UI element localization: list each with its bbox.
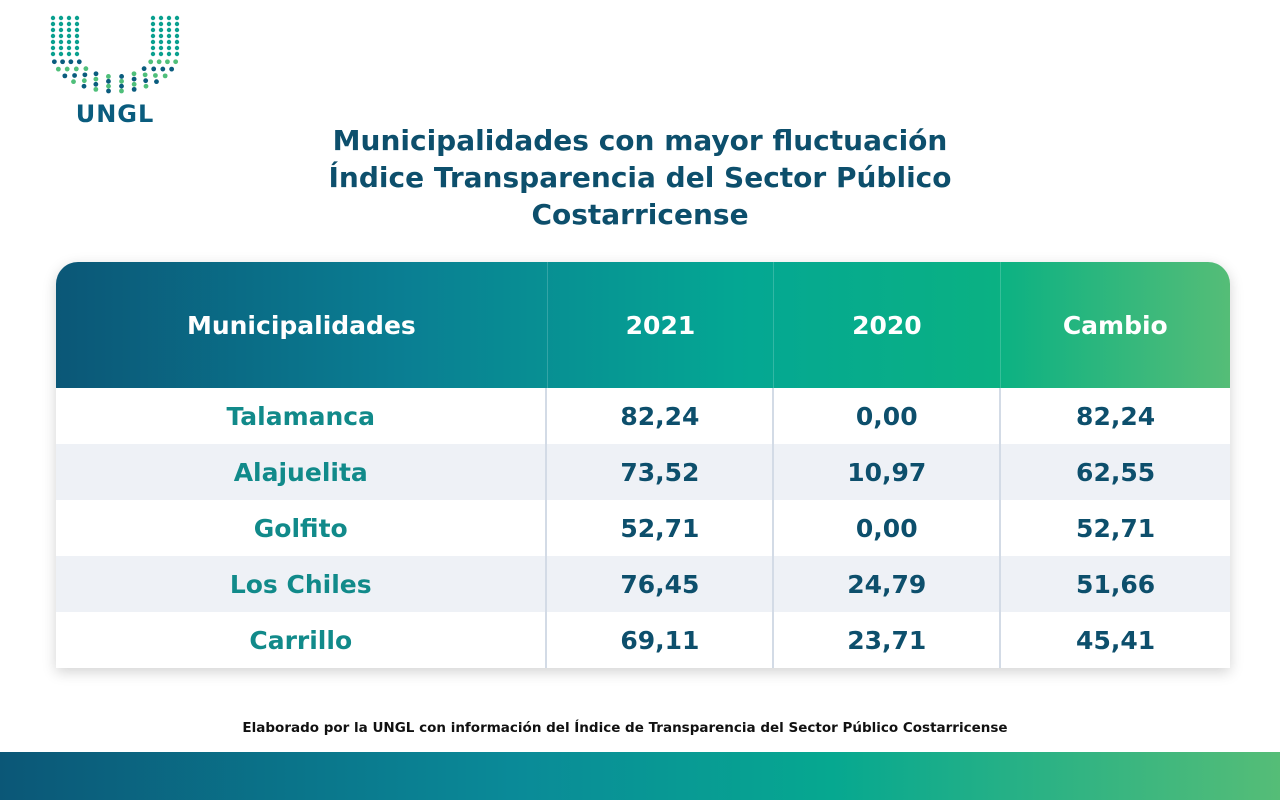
- header-2021: 2021: [548, 262, 775, 388]
- table-row: Carrillo 69,11 23,71 45,41: [56, 612, 1230, 668]
- cell-2021: 76,45: [547, 556, 775, 612]
- title-line-1: Municipalidades con mayor fluctuación: [332, 124, 948, 157]
- header-cambio: Cambio: [1062, 310, 1168, 340]
- source-footnote: Elaborado por la UNGL con información de…: [242, 720, 1008, 736]
- table-row: Talamanca 82,24 0,00 82,24: [56, 388, 1230, 444]
- header-2020: 2020: [774, 262, 1001, 388]
- cell-municipality: Los Chiles: [56, 556, 548, 612]
- footer-gradient-bar: [0, 752, 1280, 800]
- title-line-3: Costarricense: [531, 198, 749, 231]
- page-title: Municipalidades con mayor fluctuación Ín…: [140, 122, 1140, 233]
- logo-text: UNGL: [75, 100, 155, 128]
- cell-municipality: Carrillo: [56, 612, 548, 668]
- cell-2021: 52,71: [547, 500, 775, 556]
- ungl-logo: UNGL: [50, 14, 180, 128]
- cell-cambio: 45,41: [1076, 625, 1156, 655]
- logo-dots-icon: [50, 15, 180, 94]
- cell-2020: 10,97: [774, 444, 1002, 500]
- cell-2020: 0,00: [774, 388, 1002, 444]
- header-municipalidades: Municipalidades: [56, 262, 548, 388]
- title-line-2: Índice Transparencia del Sector Público: [328, 161, 952, 194]
- cell-2021: 69,11: [547, 612, 775, 668]
- cell-2021: 82,24: [547, 388, 775, 444]
- table-row: Los Chiles 76,45 24,79 51,66: [56, 556, 1230, 612]
- cell-municipality: Alajuelita: [56, 444, 548, 500]
- cell-municipality: Golfito: [56, 500, 548, 556]
- cell-cambio: 51,66: [1076, 569, 1156, 599]
- cell-cambio: 62,55: [1076, 457, 1156, 487]
- cell-2020: 0,00: [774, 500, 1002, 556]
- data-table: Municipalidades 2021 2020 Cambio Talaman…: [56, 262, 1230, 668]
- table-row: Alajuelita 73,52 10,97 62,55: [56, 444, 1230, 500]
- cell-2020: 23,71: [774, 612, 1002, 668]
- cell-cambio: 82,24: [1076, 401, 1156, 431]
- cell-2021: 73,52: [547, 444, 775, 500]
- cell-cambio: 52,71: [1076, 513, 1156, 543]
- cell-2020: 24,79: [774, 556, 1002, 612]
- table-row: Golfito 52,71 0,00 52,71: [56, 500, 1230, 556]
- cell-municipality: Talamanca: [56, 388, 548, 444]
- table-header: Municipalidades 2021 2020 Cambio: [56, 262, 1230, 388]
